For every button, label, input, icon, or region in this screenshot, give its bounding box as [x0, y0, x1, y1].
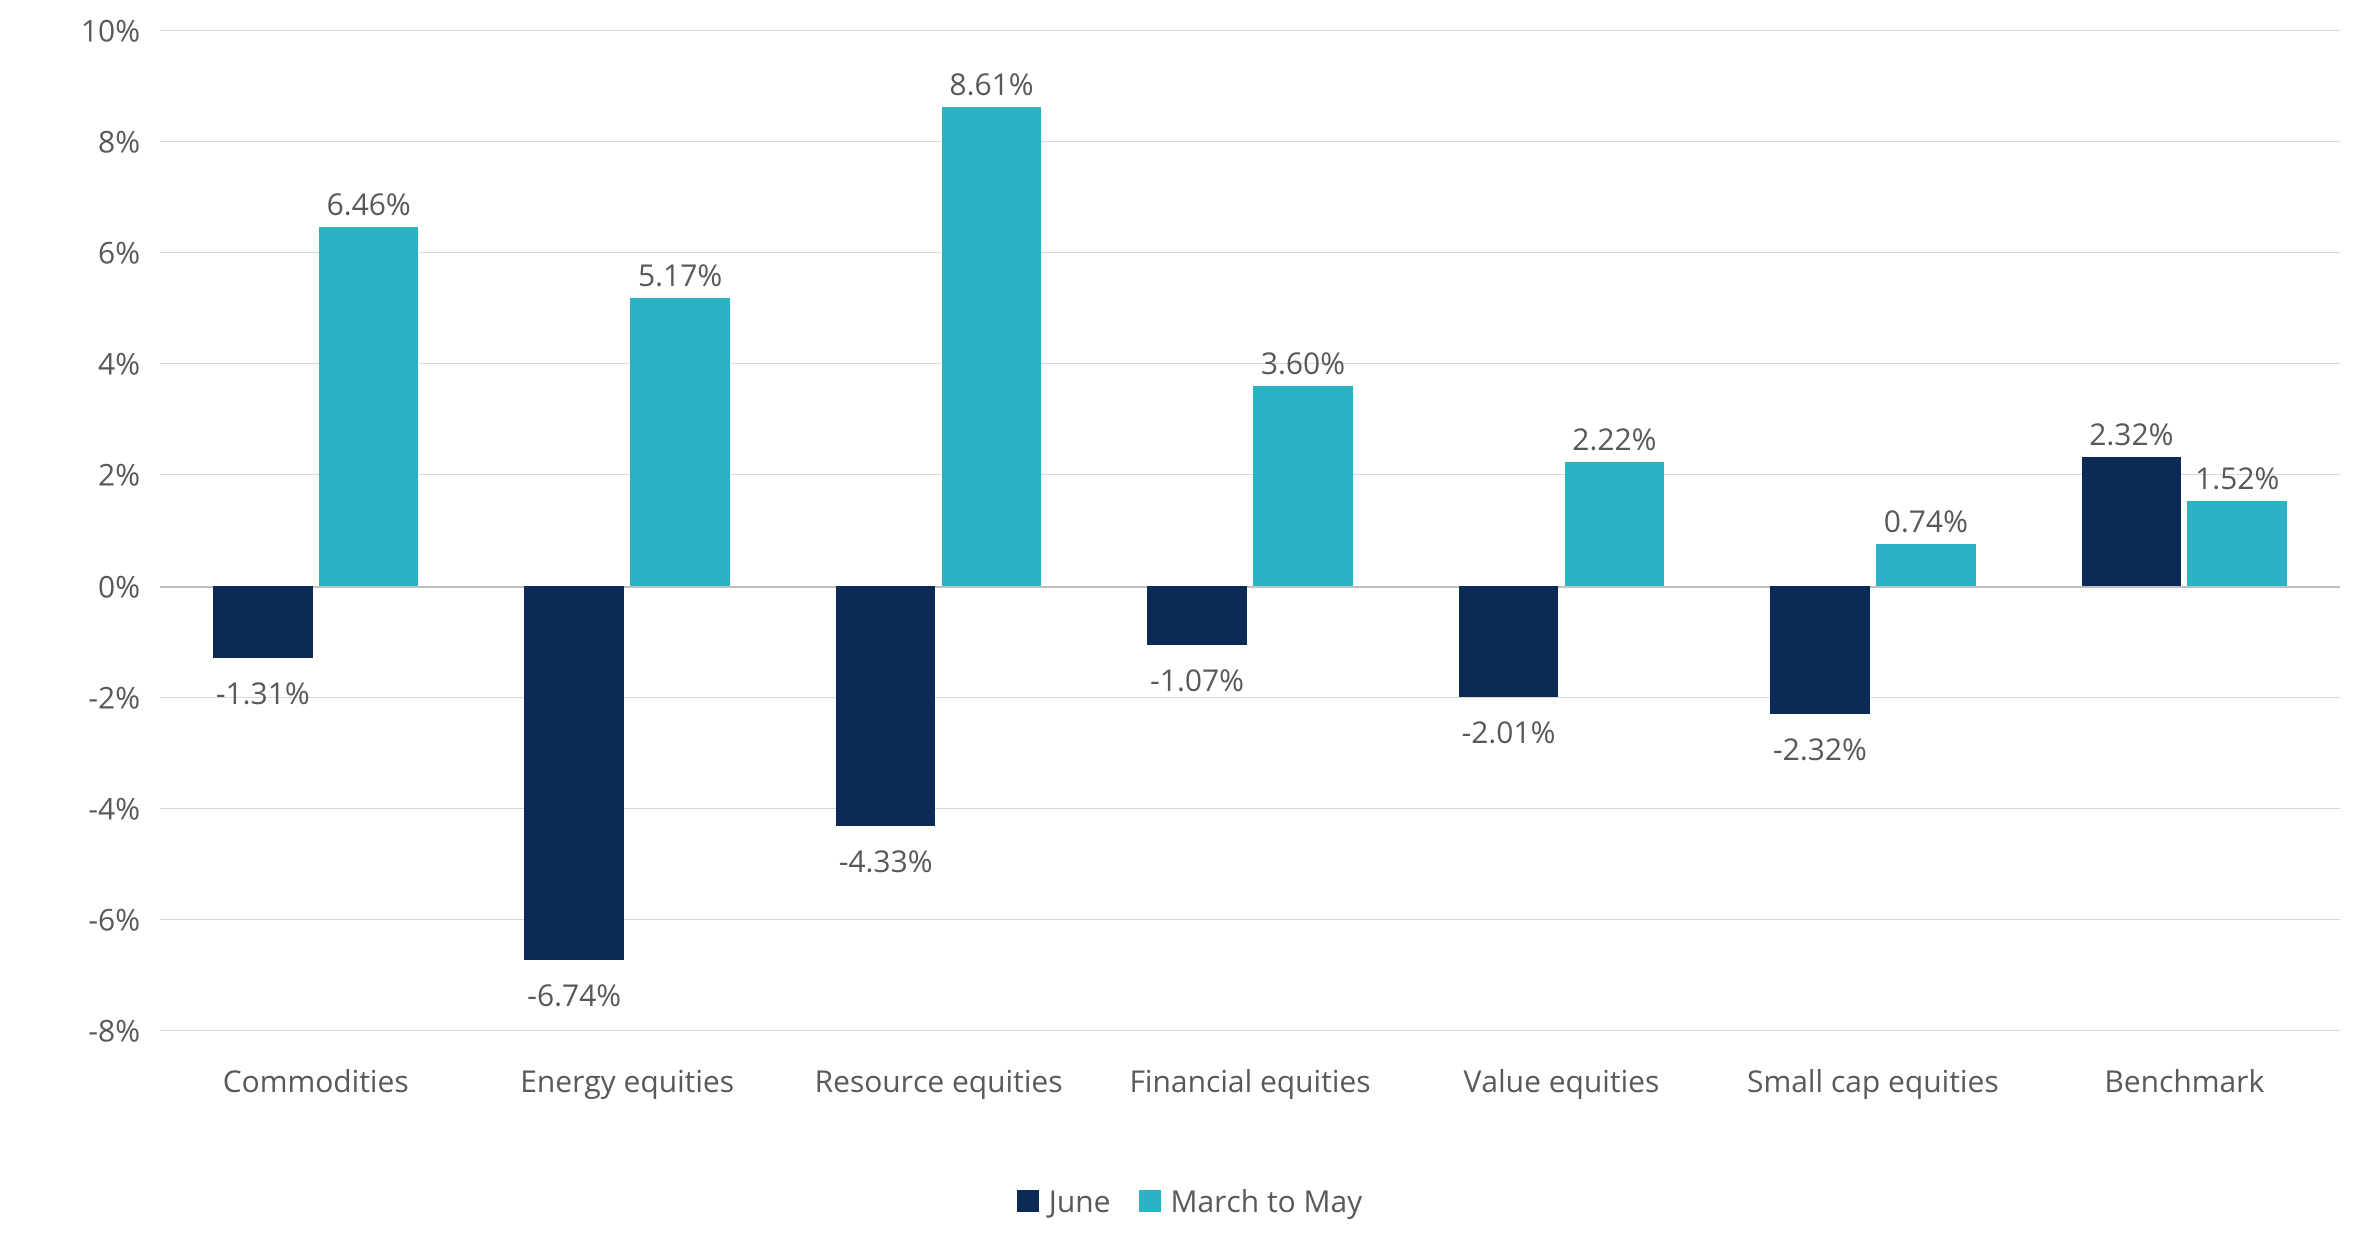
bar [1253, 386, 1353, 586]
legend-label: June [1049, 1180, 1111, 1221]
legend-label: March to May [1171, 1180, 1363, 1221]
bar-value-label: -2.01% [1462, 711, 1556, 752]
bar-value-label: -6.74% [527, 974, 621, 1015]
bar [1565, 462, 1665, 585]
bar-value-label: 3.60% [1261, 342, 1345, 383]
y-tick-label: 6% [0, 232, 140, 273]
bar [2187, 501, 2287, 585]
bar-value-label: 5.17% [638, 254, 722, 295]
y-tick-label: 0% [0, 565, 140, 606]
legend: June March to May [0, 1180, 2379, 1221]
bar-value-label: -4.33% [839, 840, 933, 881]
legend-swatch-icon [1139, 1190, 1161, 1212]
gridline [160, 474, 2340, 475]
bar-value-label: 6.46% [327, 183, 411, 224]
bar [942, 107, 1042, 585]
gridline [160, 586, 2340, 588]
grouped-bar-chart: -8% -6% -4% -2% 0% 2% 4% 6% 8% 10% -1.31% 6.46% Comm… [0, 0, 2379, 1241]
bar-value-label: 8.61% [949, 63, 1033, 104]
legend-swatch-icon [1017, 1190, 1039, 1212]
category-label: Financial equities [1100, 1060, 1400, 1101]
bar-value-label: -1.31% [216, 672, 310, 713]
bar-value-label: -1.07% [1150, 659, 1244, 700]
bar-value-label: 2.32% [2089, 413, 2173, 454]
bar-value-label: 1.52% [2195, 457, 2279, 498]
y-tick-label: 2% [0, 454, 140, 495]
category-label: Commodities [166, 1060, 466, 1101]
y-tick-label: -4% [0, 787, 140, 828]
gridline [160, 141, 2340, 142]
bar [213, 586, 313, 659]
gridline [160, 252, 2340, 253]
bar [630, 298, 730, 585]
category-label: Energy equities [477, 1060, 777, 1101]
category-label: Benchmark [2034, 1060, 2334, 1101]
gridline [160, 697, 2340, 698]
bar [524, 586, 624, 960]
bar-value-label: 0.74% [1884, 500, 1968, 541]
y-tick-label: -2% [0, 676, 140, 717]
bar [836, 586, 936, 827]
category-label: Resource equities [789, 1060, 1089, 1101]
bar [319, 227, 419, 586]
category-label: Value equities [1411, 1060, 1711, 1101]
y-tick-label: -8% [0, 1010, 140, 1051]
bar [2082, 457, 2182, 586]
bar [1459, 586, 1559, 698]
category-label: Small cap equities [1723, 1060, 2023, 1101]
gridline [160, 1030, 2340, 1031]
legend-item: March to May [1139, 1180, 1363, 1221]
y-tick-label: 8% [0, 121, 140, 162]
gridline [160, 919, 2340, 920]
y-tick-label: -6% [0, 898, 140, 939]
y-tick-label: 10% [0, 10, 140, 51]
gridline [160, 363, 2340, 364]
bar-value-label: -2.32% [1773, 728, 1867, 769]
bar-value-label: 2.22% [1572, 418, 1656, 459]
bar [1876, 544, 1976, 585]
bar [1147, 586, 1247, 645]
y-tick-label: 4% [0, 343, 140, 384]
gridline [160, 808, 2340, 809]
bar [1770, 586, 1870, 715]
gridline [160, 30, 2340, 31]
legend-item: June [1017, 1180, 1111, 1221]
